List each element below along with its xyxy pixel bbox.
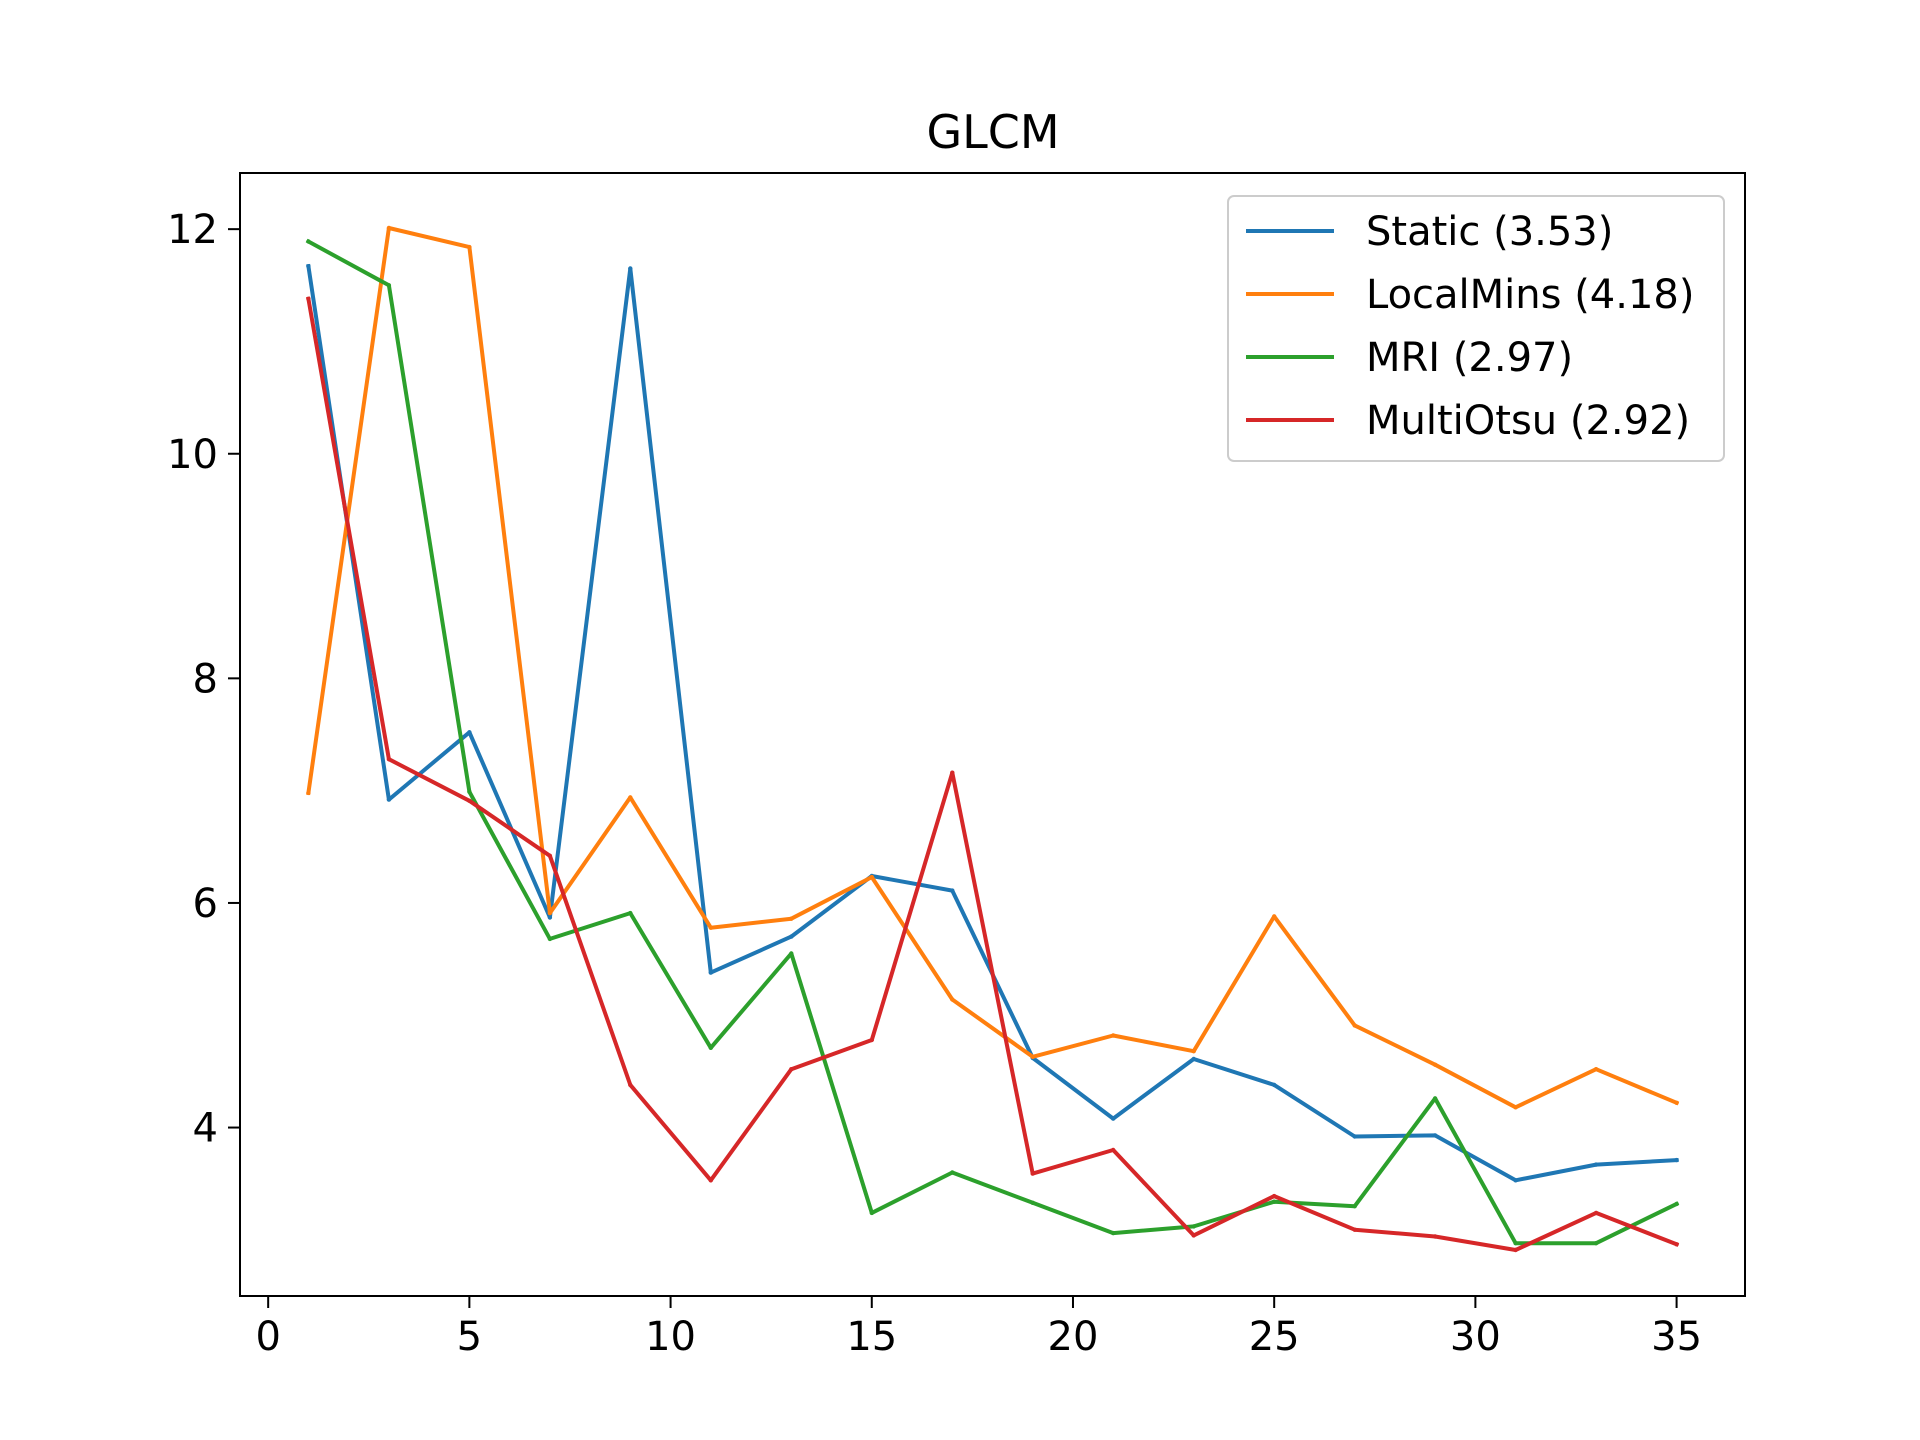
legend-label: LocalMins (4.18) [1366, 272, 1694, 318]
data-point [1111, 1147, 1116, 1153]
data-point [869, 1037, 874, 1043]
data-point [386, 225, 392, 231]
data-point [789, 916, 794, 921]
data-point [386, 757, 392, 762]
x-axis: 0 5 10 15 20 25 30 35 [255, 1296, 1702, 1360]
x-tick-label: 25 [1249, 1314, 1300, 1360]
legend-label: Static (3.53) [1366, 209, 1613, 255]
data-point [708, 1178, 713, 1183]
data-point [1513, 1241, 1518, 1246]
x-tick-label: 30 [1450, 1314, 1501, 1360]
data-point [386, 797, 392, 802]
data-point [628, 910, 633, 916]
y-tick-label: 8 [193, 656, 218, 702]
data-point [789, 951, 794, 956]
data-point [467, 789, 472, 794]
data-point [708, 970, 713, 975]
x-tick-label: 0 [255, 1314, 280, 1360]
y-tick-label: 12 [167, 207, 218, 253]
data-point [628, 795, 633, 800]
data-point [950, 1170, 955, 1175]
data-point [306, 239, 311, 244]
legend: Static (3.53) LocalMins (4.18) MRI (2.97) M… [1227, 195, 1725, 462]
data-point [1432, 1096, 1438, 1101]
series-layer [305, 225, 1680, 1253]
x-tick-label: 10 [645, 1314, 696, 1360]
data-point [1352, 1204, 1357, 1209]
data-point [1352, 1134, 1357, 1139]
data-point [1593, 1162, 1599, 1167]
data-point [1674, 1100, 1679, 1106]
data-point [1111, 1033, 1116, 1038]
data-point [1272, 914, 1277, 919]
data-point [1272, 1082, 1277, 1088]
data-point [1272, 1199, 1277, 1204]
legend-box [1227, 195, 1725, 462]
x-tick-label: 5 [457, 1314, 482, 1360]
data-point [789, 1067, 794, 1072]
data-point [1191, 1233, 1196, 1238]
data-point [386, 283, 392, 288]
data-point [547, 936, 553, 942]
y-tick-label: 6 [193, 881, 218, 927]
data-point [950, 770, 955, 775]
y-tick-label: 4 [193, 1106, 218, 1152]
series-line-1 [306, 226, 1680, 1110]
data-point [1593, 1210, 1599, 1216]
data-point [628, 266, 633, 271]
legend-label: MRI (2.97) [1366, 335, 1573, 381]
data-point [1513, 1105, 1518, 1110]
data-point [1674, 1157, 1679, 1163]
y-tick-label: 10 [167, 432, 218, 478]
series-line-2 [305, 238, 1680, 1246]
data-point [1674, 1242, 1679, 1247]
data-point [1674, 1201, 1679, 1207]
data-point [467, 244, 472, 250]
data-point [1191, 1224, 1196, 1229]
data-point [950, 997, 955, 1002]
y-axis: 4 6 8 10 12 [167, 207, 240, 1152]
data-point [1432, 1062, 1438, 1067]
data-point [1111, 1230, 1116, 1236]
data-point [708, 925, 713, 930]
chart-title: GLCM [926, 105, 1059, 159]
data-point [1513, 1178, 1518, 1183]
data-point [467, 798, 472, 803]
data-point [1272, 1193, 1277, 1199]
data-point [1513, 1247, 1518, 1253]
data-point [1111, 1116, 1116, 1121]
data-point [628, 1082, 633, 1088]
x-tick-label: 15 [846, 1314, 897, 1360]
data-point [950, 888, 955, 893]
data-point [1030, 1054, 1035, 1060]
data-point [1593, 1067, 1599, 1072]
data-point [1030, 1171, 1035, 1176]
data-point [547, 915, 553, 920]
x-tick-label: 20 [1048, 1314, 1099, 1360]
data-point [1191, 1056, 1196, 1062]
data-point [547, 853, 553, 858]
data-point [789, 934, 794, 939]
data-point [1593, 1241, 1599, 1246]
data-point [1352, 1023, 1357, 1028]
x-tick-label: 35 [1651, 1314, 1702, 1360]
legend-label: MultiOtsu (2.92) [1366, 398, 1690, 444]
data-point [1432, 1234, 1438, 1239]
data-point [1432, 1133, 1438, 1138]
data-point [306, 264, 311, 269]
data-point [1191, 1049, 1196, 1054]
data-point [1030, 1200, 1035, 1206]
series-line-3 [306, 296, 1680, 1252]
data-point [547, 910, 553, 916]
data-point [306, 296, 311, 301]
data-point [306, 790, 311, 796]
data-point [869, 1210, 874, 1216]
plot-frame [239, 172, 1746, 1297]
data-point [1352, 1227, 1357, 1232]
data-point [869, 874, 874, 880]
data-point [467, 730, 472, 735]
data-point [708, 1045, 713, 1051]
